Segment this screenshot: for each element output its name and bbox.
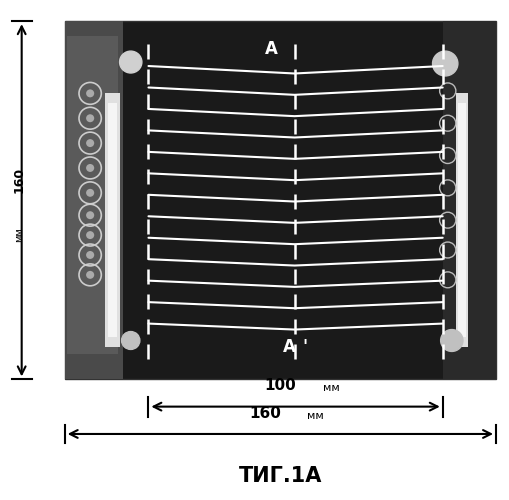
Circle shape [86, 114, 94, 122]
Text: мм: мм [322, 382, 339, 392]
Circle shape [119, 51, 142, 73]
Circle shape [440, 330, 462, 351]
Text: ': ' [301, 338, 306, 356]
Circle shape [86, 139, 94, 147]
Text: A: A [265, 40, 277, 58]
Text: мм: мм [14, 228, 24, 242]
Bar [457, 104, 465, 337]
Bar [442, 22, 495, 380]
Circle shape [86, 271, 94, 279]
Bar [65, 22, 123, 380]
Circle shape [86, 251, 94, 259]
Circle shape [86, 164, 94, 172]
Text: 100: 100 [264, 378, 296, 392]
Text: ΤИГ.1А: ΤИГ.1А [238, 466, 321, 486]
Circle shape [432, 51, 457, 76]
Bar [455, 94, 467, 347]
Bar [67, 36, 118, 354]
Circle shape [86, 189, 94, 197]
Circle shape [86, 211, 94, 219]
Text: мм: мм [307, 411, 324, 421]
Circle shape [86, 90, 94, 98]
Circle shape [121, 332, 139, 349]
Circle shape [86, 231, 94, 239]
Text: A: A [282, 338, 295, 356]
Bar [105, 94, 119, 347]
Text: 160: 160 [13, 168, 25, 194]
Bar [108, 104, 117, 337]
Text: 160: 160 [249, 406, 280, 421]
Bar [65, 22, 495, 380]
